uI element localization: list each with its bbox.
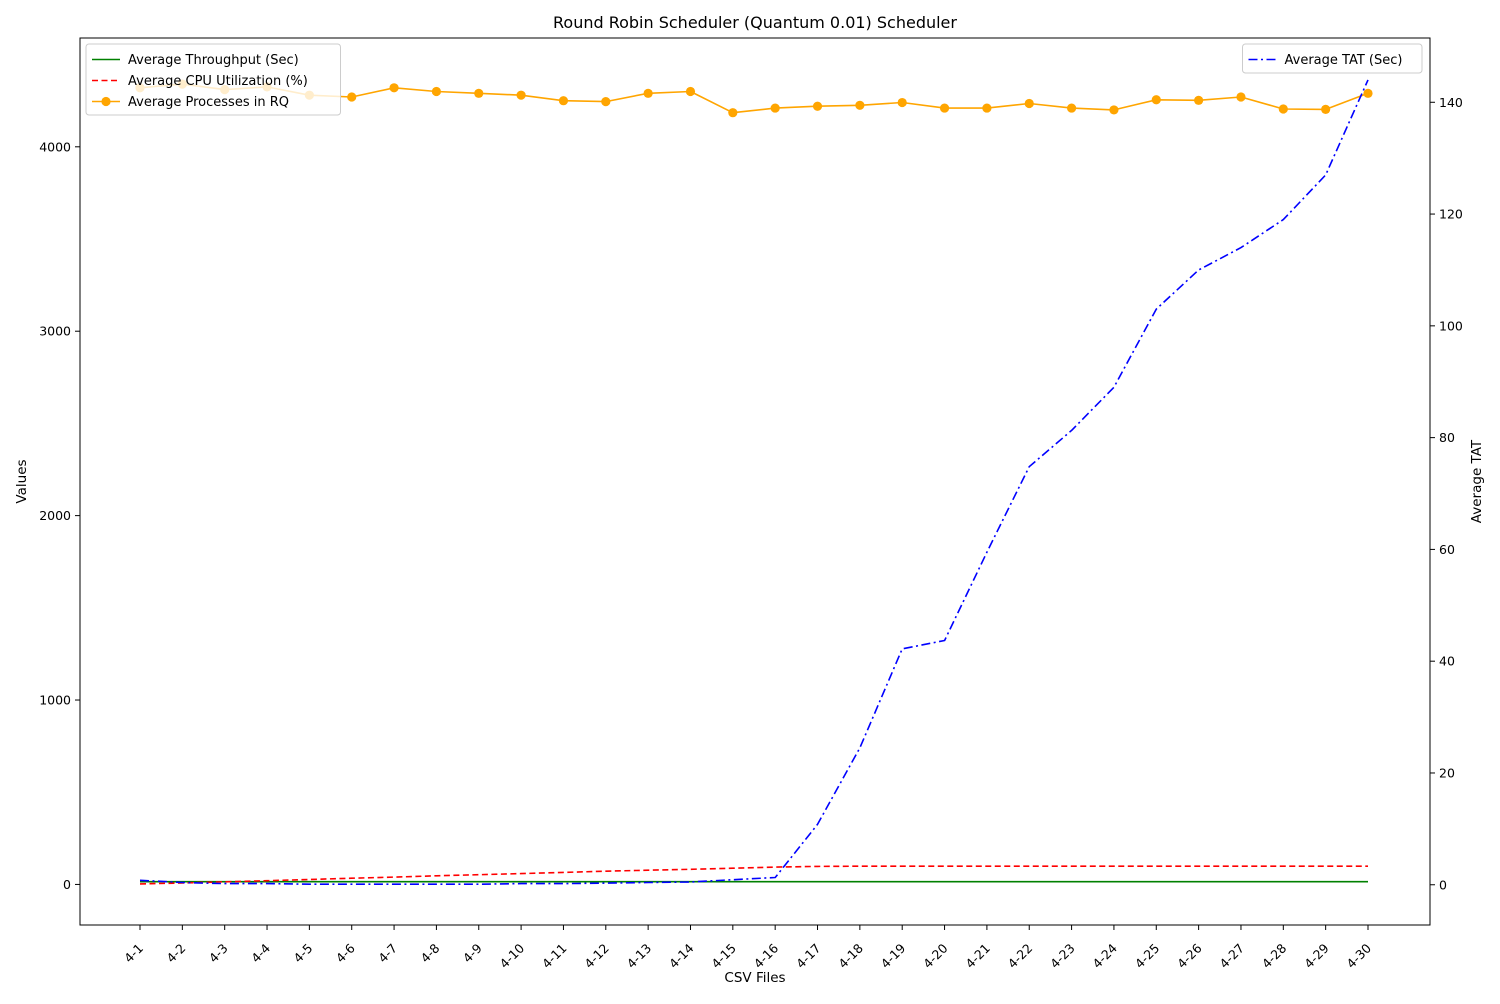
- legend-left: [85, 43, 341, 116]
- series-line-average-tat-sec: [139, 79, 1369, 886]
- data-point: [897, 97, 907, 108]
- y2-tick-label: 60: [1439, 542, 1455, 557]
- data-point: [1109, 105, 1119, 115]
- data-point: [812, 101, 823, 111]
- data-point: [1151, 95, 1161, 105]
- data-point: [1363, 88, 1373, 98]
- x-axis-label: CSV Files: [724, 970, 785, 986]
- data-point: [939, 103, 950, 113]
- data-point: [1278, 104, 1288, 114]
- data-point: [1066, 103, 1077, 113]
- data-point: [601, 97, 611, 107]
- data-point: [516, 90, 526, 100]
- data-point: [855, 100, 865, 110]
- y-tick-label: 4000: [39, 139, 71, 154]
- y2-tick-label: 100: [1439, 318, 1463, 333]
- y-tick-label: 0: [63, 877, 71, 892]
- y2-tick-label: 0: [1439, 877, 1447, 892]
- data-point: [770, 103, 780, 113]
- y2-tick-label: 140: [1439, 95, 1463, 110]
- y-tick-label: 1000: [39, 693, 71, 708]
- y2-axis-label: Average TAT: [1469, 439, 1485, 523]
- data-point: [558, 96, 569, 106]
- y2-tick-label: 80: [1439, 430, 1455, 445]
- data-point: [1194, 95, 1204, 105]
- series-line-average-cpu-utilization: [139, 865, 1368, 885]
- data-point: [389, 83, 399, 93]
- data-point: [1321, 104, 1331, 114]
- y-tick-label: 2000: [39, 508, 71, 523]
- legend-label: Average Throughput (Sec): [128, 53, 299, 68]
- series-line-average-processes-in-rq: [139, 83, 1369, 114]
- data-point: [643, 88, 653, 98]
- data-point: [474, 88, 484, 98]
- data-point: [1024, 98, 1034, 109]
- chart-title: Round Robin Scheduler (Quantum 0.01) Sch…: [553, 13, 957, 32]
- y2-tick-label: 40: [1439, 654, 1455, 669]
- data-point: [431, 86, 442, 97]
- data-point: [728, 108, 738, 118]
- data-point: [685, 86, 696, 97]
- legend-label: Average TAT (Sec): [1285, 53, 1403, 68]
- legend-marker: [101, 96, 111, 107]
- plot-frame: [79, 37, 1431, 926]
- y2-tick-label: 20: [1439, 765, 1455, 780]
- data-point: [1236, 92, 1246, 102]
- legend-label: Average Processes in RQ: [128, 95, 289, 110]
- y-axis-label: Values: [14, 459, 30, 503]
- data-point: [982, 103, 992, 113]
- legend-label: Average CPU Utilization (%): [128, 74, 308, 89]
- legend-right: [1242, 43, 1423, 74]
- y-tick-label: 3000: [39, 324, 71, 339]
- data-point: [347, 92, 357, 102]
- y2-tick-label: 120: [1439, 207, 1463, 222]
